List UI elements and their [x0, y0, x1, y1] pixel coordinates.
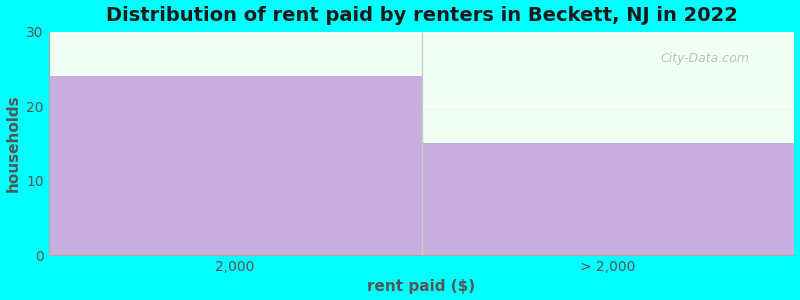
Y-axis label: households: households: [6, 94, 21, 192]
Bar: [422, 143, 794, 255]
Title: Distribution of rent paid by renters in Beckett, NJ in 2022: Distribution of rent paid by renters in …: [106, 6, 738, 25]
X-axis label: rent paid ($): rent paid ($): [367, 279, 475, 294]
Text: City-Data.com: City-Data.com: [660, 52, 749, 65]
Bar: [49, 76, 422, 255]
